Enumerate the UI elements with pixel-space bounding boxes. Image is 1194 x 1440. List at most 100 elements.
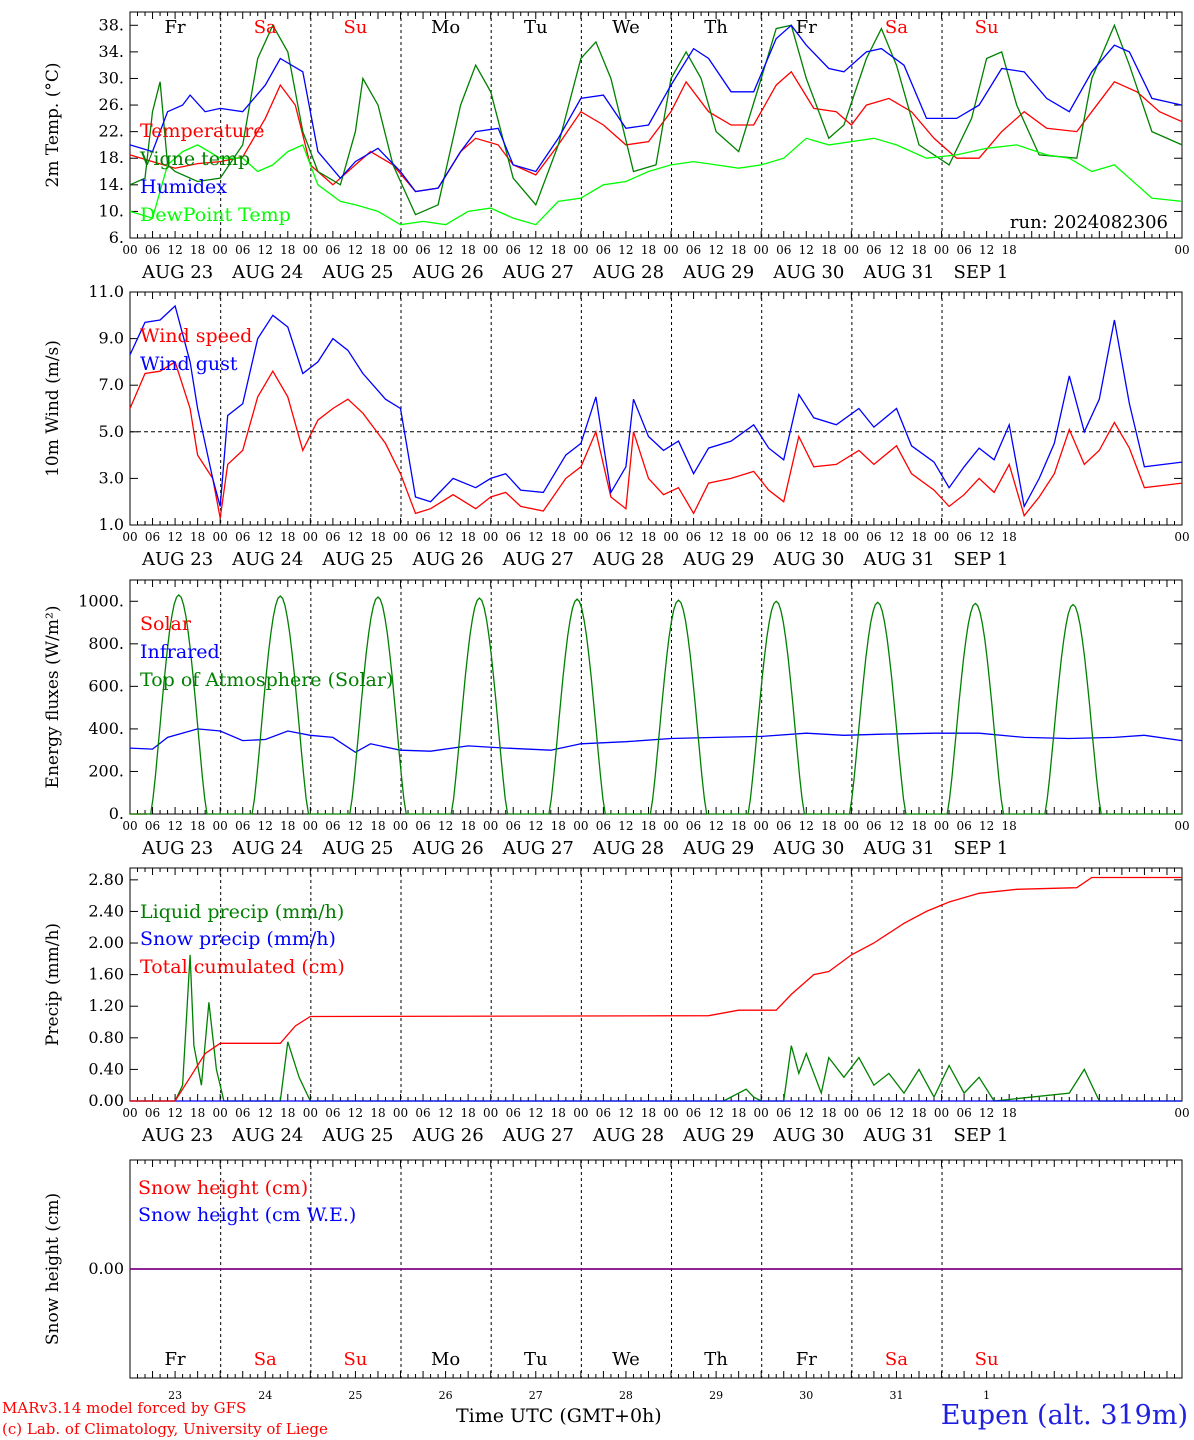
day-name-bottom: Su (975, 1349, 999, 1370)
hour-label: 00 (483, 1106, 498, 1120)
hour-label: 00 (754, 819, 769, 833)
hour-label: 12 (438, 530, 453, 544)
date-label: AUG 29 (682, 549, 754, 570)
date-label: SEP 1 (954, 1125, 1009, 1146)
hour-label: 00 (663, 530, 678, 544)
hour-label: 06 (506, 1106, 521, 1120)
y-tick-label: 34. (99, 42, 124, 61)
day-name-top: Mo (431, 17, 460, 38)
y-tick-label: 9.0 (99, 329, 124, 348)
hour-label: 12 (258, 819, 273, 833)
day-name-bottom: Th (704, 1349, 728, 1370)
time-axis-title: Time UTC (GMT+0h) (456, 1405, 662, 1427)
date-label: AUG 29 (682, 262, 754, 283)
date-label: AUG 30 (772, 1125, 844, 1146)
y-tick-label: 0.00 (88, 1091, 124, 1110)
hour-label: 18 (461, 243, 476, 257)
hour-label: 12 (889, 819, 904, 833)
hour-label: 00 (934, 1106, 949, 1120)
day-number: 23 (168, 1389, 182, 1402)
hour-label: 18 (911, 530, 926, 544)
hour-label: 06 (145, 530, 160, 544)
date-label: AUG 26 (412, 549, 484, 570)
hour-label: 00 (754, 243, 769, 257)
hour-label: 12 (799, 243, 814, 257)
date-label: AUG 28 (592, 1125, 664, 1146)
hour-label: 12 (979, 530, 994, 544)
hour-label: 12 (889, 530, 904, 544)
hour-label: 00 (393, 530, 408, 544)
legend-label: Vigne temp (139, 148, 250, 170)
legend-label: Humidex (140, 176, 227, 198)
model-credit: MARv3.14 model forced by GFS (2, 1399, 247, 1417)
date-label: AUG 25 (321, 549, 393, 570)
date-label: AUG 28 (592, 262, 664, 283)
hour-label: 06 (415, 530, 430, 544)
hour-label: 00 (573, 530, 588, 544)
day-name-top: Tu (524, 17, 548, 38)
series-line-temperature (129, 70, 1183, 193)
hour-label: 06 (776, 530, 791, 544)
legend-label: DewPoint Temp (140, 204, 291, 226)
date-label: SEP 1 (954, 262, 1009, 283)
hour-label: 12 (528, 243, 543, 257)
hour-label: 18 (731, 1106, 746, 1120)
hour-label: 18 (641, 243, 656, 257)
panel-1: 6. 10. 14. 18. 22. 26. 30. 34. 38. 2m Temp. (°C) T… (43, 11, 1190, 283)
hour-label: 06 (325, 243, 340, 257)
hour-label: 06 (415, 243, 430, 257)
y-tick-label: 0.40 (88, 1059, 124, 1078)
date-label: AUG 28 (592, 549, 664, 570)
date-label: AUG 25 (321, 1125, 393, 1146)
date-label: AUG 27 (502, 838, 574, 859)
day-name-top: Sa (254, 17, 277, 38)
hour-label: 06 (956, 530, 971, 544)
hour-label: 00 (393, 819, 408, 833)
hour-label: 18 (551, 819, 566, 833)
date-label: AUG 23 (141, 549, 213, 570)
hour-label: 12 (167, 1106, 182, 1120)
legend-label: Snow precip (mm/h) (140, 928, 336, 950)
hour-label: 12 (979, 243, 994, 257)
hour-label: 00 (1174, 530, 1189, 544)
date-label: AUG 24 (231, 549, 303, 570)
y-tick-label: 0.00 (88, 1259, 124, 1278)
day-name-top: Sa (885, 17, 908, 38)
hour-label: 12 (889, 243, 904, 257)
y-tick-label: 6. (109, 228, 124, 247)
date-label: AUG 28 (592, 838, 664, 859)
y-tick-label: 11.0 (88, 282, 124, 301)
legend-label: Wind gust (140, 353, 238, 375)
hour-label: 06 (415, 1106, 430, 1120)
lab-credit: (c) Lab. of Climatology, University of L… (2, 1420, 328, 1438)
panel-2: 1.0 3.0 5.0 7.0 9.0 11.0 10m Wind (m/s) Wind sp… (43, 282, 1190, 570)
hour-label: 00 (844, 530, 859, 544)
hour-label: 18 (731, 530, 746, 544)
hour-label: 18 (461, 530, 476, 544)
legend-label: Top of Atmosphere (Solar) (140, 669, 393, 691)
hour-label: 12 (528, 1106, 543, 1120)
hour-label: 00 (573, 819, 588, 833)
panel-4: 0.00 0.40 0.80 1.20 1.60 2.00 2.40 2.80 Precip (… (43, 867, 1190, 1146)
hour-label: 06 (776, 819, 791, 833)
hour-label: 18 (370, 1106, 385, 1120)
hour-label: 00 (213, 530, 228, 544)
y-tick-label: 22. (99, 122, 124, 141)
hour-label: 18 (1002, 243, 1017, 257)
hour-label: 12 (348, 819, 363, 833)
hour-label: 00 (663, 819, 678, 833)
day-name-top: Su (975, 17, 999, 38)
hour-label: 12 (618, 1106, 633, 1120)
hour-label: 00 (483, 819, 498, 833)
hour-label: 12 (979, 1106, 994, 1120)
hour-label: 18 (280, 1106, 295, 1120)
hour-label: 18 (821, 819, 836, 833)
legend-label: Total cumulated (cm) (140, 956, 345, 978)
panel-frame (129, 579, 1183, 815)
y-tick-label: 5.0 (99, 422, 124, 441)
hour-label: 06 (596, 1106, 611, 1120)
hour-label: 06 (235, 243, 250, 257)
hour-label: 00 (213, 819, 228, 833)
hour-label: 00 (303, 243, 318, 257)
date-label: AUG 31 (862, 549, 934, 570)
